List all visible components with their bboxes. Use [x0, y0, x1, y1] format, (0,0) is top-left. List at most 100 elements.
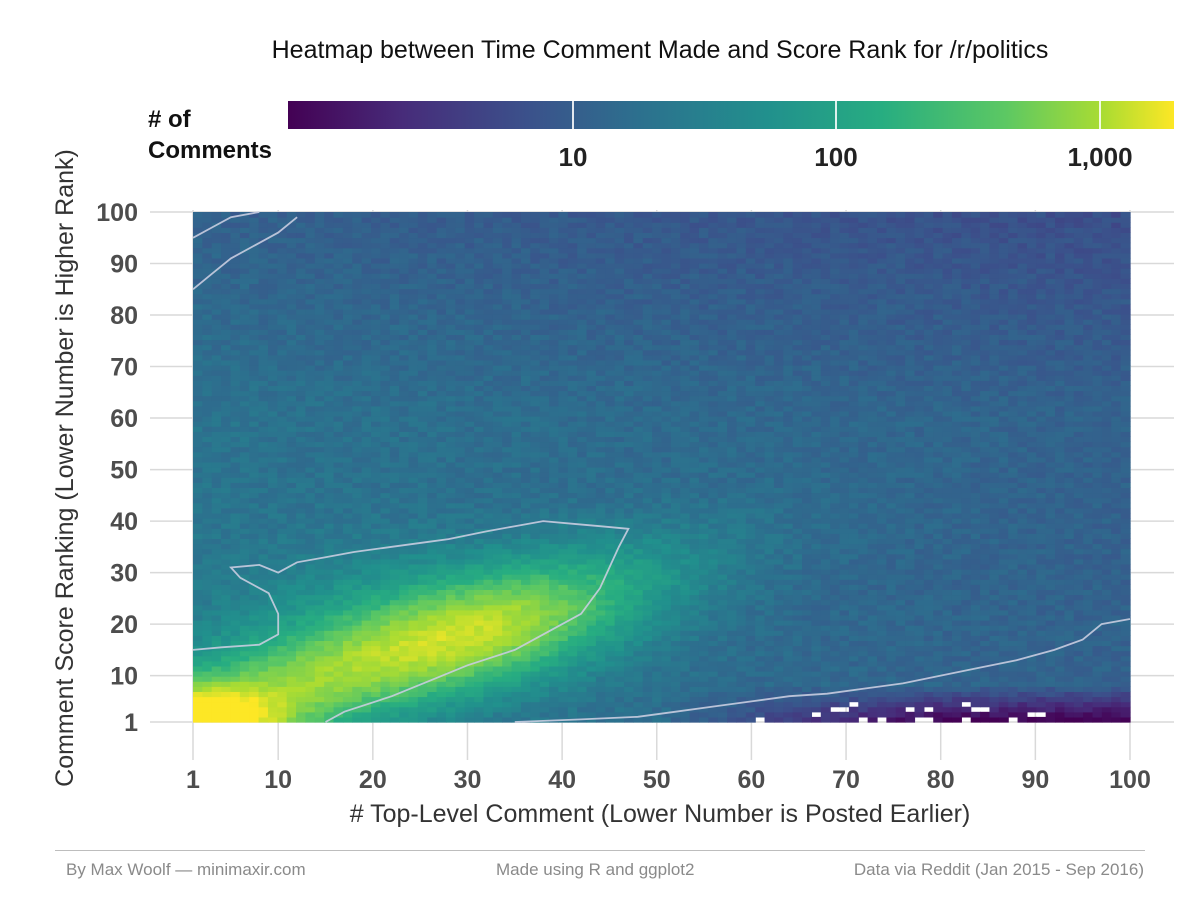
- heat-cell: [427, 359, 438, 366]
- heat-cell: [595, 390, 606, 397]
- heat-cell: [202, 635, 213, 641]
- heat-cell: [483, 482, 494, 488]
- heat-cell: [333, 212, 344, 218]
- heat-cell: [361, 456, 372, 463]
- heat-cell: [474, 227, 485, 233]
- heat-cell: [502, 528, 513, 534]
- heat-cell: [211, 446, 222, 453]
- heat-cell: [399, 569, 410, 575]
- heat-cell: [352, 395, 363, 402]
- heat-cell: [296, 288, 307, 295]
- heat-cell: [586, 548, 597, 555]
- heat-cell: [595, 650, 606, 657]
- heat-cell: [539, 288, 550, 295]
- heat-cell: [624, 543, 634, 550]
- heat-cell: [464, 533, 475, 539]
- heat-cell: [267, 257, 278, 264]
- heat-cell: [399, 614, 410, 621]
- heat-cell: [539, 543, 550, 550]
- heat-cell: [483, 334, 494, 341]
- heat-cell: [530, 456, 541, 463]
- heat-cell: [595, 538, 606, 545]
- heat-cell: [595, 635, 606, 641]
- heat-cell: [558, 242, 569, 249]
- heat-cell: [558, 390, 569, 397]
- heat-cell: [502, 222, 513, 228]
- heat-cell: [633, 472, 644, 478]
- heat-cell: [511, 696, 522, 703]
- heat-cell: [380, 625, 391, 631]
- heat-cell: [586, 400, 597, 407]
- heat-cell: [605, 421, 616, 427]
- heat-cell: [221, 344, 232, 351]
- heat-cell: [221, 329, 232, 335]
- heat-cell: [642, 451, 653, 458]
- heat-cell: [342, 329, 353, 335]
- heat-cell: [267, 217, 278, 223]
- heat-cell: [595, 349, 606, 356]
- heat-cell: [502, 268, 513, 274]
- heat-cell: [202, 671, 213, 677]
- heat-cell: [277, 273, 288, 279]
- heat-cell: [530, 640, 541, 647]
- heat-cell: [371, 620, 381, 626]
- heat-cell: [333, 477, 344, 483]
- heat-cell: [558, 456, 569, 463]
- heat-cell: [380, 711, 391, 718]
- heat-cell: [314, 257, 325, 264]
- heat-cell: [202, 375, 213, 381]
- heat-cell: [249, 339, 260, 346]
- heat-cell: [211, 599, 222, 606]
- heat-cell: [605, 257, 616, 264]
- heat-cell: [324, 563, 335, 570]
- heat-cell: [595, 400, 606, 407]
- heat-cell: [286, 232, 297, 239]
- heat-cell: [445, 482, 456, 488]
- heat-cell: [595, 395, 606, 402]
- heat-cell: [408, 630, 419, 636]
- heat-cell: [445, 278, 456, 284]
- heat-cell: [558, 614, 569, 621]
- heat-cell: [539, 268, 550, 274]
- heat-cell: [371, 451, 381, 458]
- heat-cell: [474, 314, 485, 320]
- heat-cell: [511, 665, 522, 672]
- heat-cell: [427, 543, 438, 550]
- heat-cell: [211, 426, 222, 432]
- heat-cell: [221, 665, 232, 672]
- heat-cell: [352, 528, 363, 534]
- heat-cell: [361, 671, 372, 677]
- heat-cell: [249, 569, 260, 575]
- heat-cell: [614, 477, 625, 483]
- heat-cell: [399, 701, 410, 708]
- heat-cell: [417, 497, 428, 504]
- heat-cell: [324, 518, 335, 524]
- heat-cell: [314, 416, 325, 422]
- heat-cell: [652, 655, 663, 662]
- heat-cell: [221, 681, 232, 687]
- heat-cell: [427, 467, 438, 473]
- heat-cell: [605, 349, 616, 356]
- heat-cell: [436, 502, 447, 509]
- heat-cell: [314, 640, 325, 647]
- heat-cell: [258, 502, 269, 509]
- heat-cell: [464, 599, 475, 606]
- heat-cell: [286, 472, 297, 478]
- heat-cell: [483, 589, 494, 596]
- heat-cell: [577, 686, 588, 692]
- heat-cell: [539, 446, 550, 453]
- heat-cell: [361, 278, 372, 284]
- heat-cell: [539, 365, 550, 371]
- heat-cell: [474, 492, 485, 499]
- heat-cell: [371, 528, 381, 534]
- heat-cell: [399, 370, 410, 376]
- heat-cell: [502, 716, 513, 723]
- heat-cell: [371, 334, 381, 341]
- heat-cell: [221, 227, 232, 233]
- heat-cell: [492, 523, 503, 529]
- heat-cell: [221, 655, 232, 662]
- heat-cell: [577, 257, 588, 264]
- heat-cell: [239, 604, 250, 611]
- heat-cell: [614, 579, 625, 585]
- heat-cell: [586, 278, 597, 284]
